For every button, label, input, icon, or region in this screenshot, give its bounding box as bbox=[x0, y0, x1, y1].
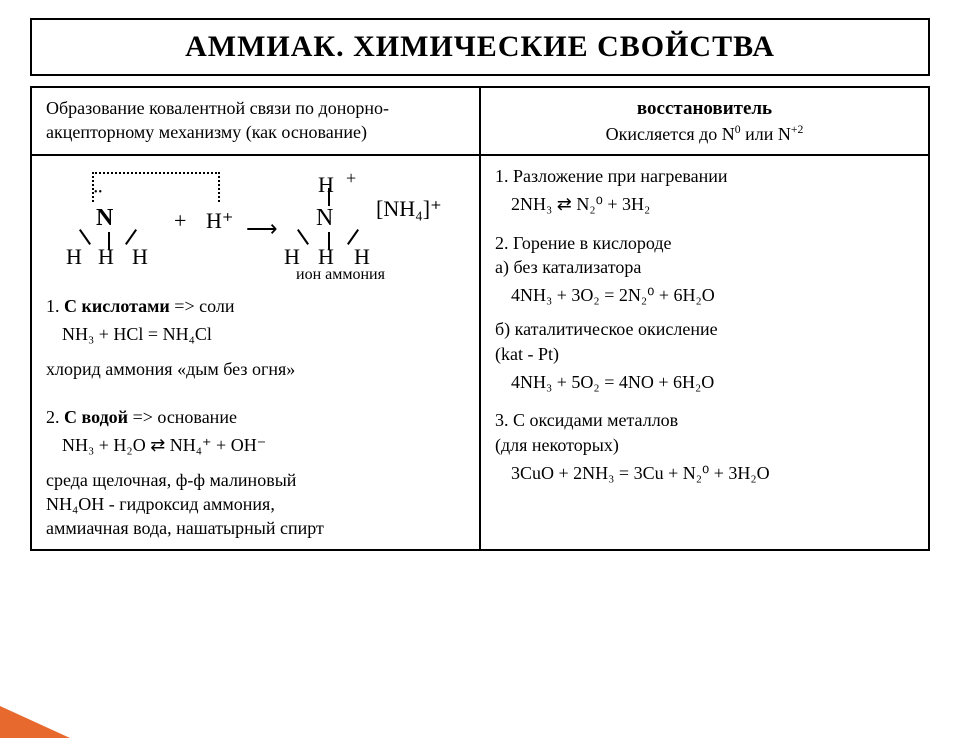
left-column: •• N H H H + H⁺ ⟶ H + N H H H [NH₄]⁺ ион… bbox=[31, 155, 480, 550]
eq-hcl: NH₃ + HCl = NH₄Cl bbox=[62, 322, 465, 346]
right-item-3: 3. С оксидами металлов (для некоторых) 3… bbox=[495, 408, 914, 485]
eq-burn-a: 4NH₃ + 3O₂ = 2N₂⁰ + 6H₂O bbox=[511, 283, 914, 307]
left-item-2: 2. С водой => основание bbox=[46, 405, 465, 429]
header-right-text: Окисляется до N0 или N+2 bbox=[606, 124, 804, 144]
right-column: 1. Разложение при нагревании 2NH₃ ⇄ N₂⁰ … bbox=[480, 155, 929, 550]
eq-cuo: 3CuO + 2NH₃ = 3Cu + N₂⁰ + 3H₂O bbox=[511, 461, 914, 485]
page-title: АММИАК. ХИМИЧЕСКИЕ СВОЙСТВА bbox=[30, 18, 930, 76]
right-item-2: 2. Горение в кислороде а) без катализато… bbox=[495, 231, 914, 395]
eq-water: NH₃ + H₂O ⇄ NH₄⁺ + OH⁻ bbox=[62, 433, 465, 457]
left-note-4: аммиачная вода, нашатырный спирт bbox=[46, 516, 465, 540]
right-item-1: 1. Разложение при нагревании 2NH₃ ⇄ N₂⁰ … bbox=[495, 164, 914, 217]
eq-burn-b: 4NH₃ + 5O₂ = 4NO + 6H₂O bbox=[511, 370, 914, 394]
corner-accent bbox=[0, 706, 70, 738]
header-left: Образование ковалентной связи по донорно… bbox=[31, 87, 480, 155]
eq-decomp: 2NH₃ ⇄ N₂⁰ + 3H₂ bbox=[511, 192, 914, 216]
header-right: восстановитель Окисляется до N0 или N+2 bbox=[480, 87, 929, 155]
header-right-bold: восстановитель bbox=[637, 98, 772, 119]
left-item-1: 1. С кислотами => соли bbox=[46, 294, 465, 318]
left-note-1: хлорид аммония «дым без огня» bbox=[46, 357, 465, 381]
left-note-3: NH₄OH - гидроксид аммония, bbox=[46, 492, 465, 516]
left-note-2: среда щелочная, ф-ф малиновый bbox=[46, 468, 465, 492]
properties-table: Образование ковалентной связи по донорно… bbox=[30, 86, 930, 551]
mechanism-diagram: •• N H H H + H⁺ ⟶ H + N H H H [NH₄]⁺ ион… bbox=[46, 164, 465, 284]
